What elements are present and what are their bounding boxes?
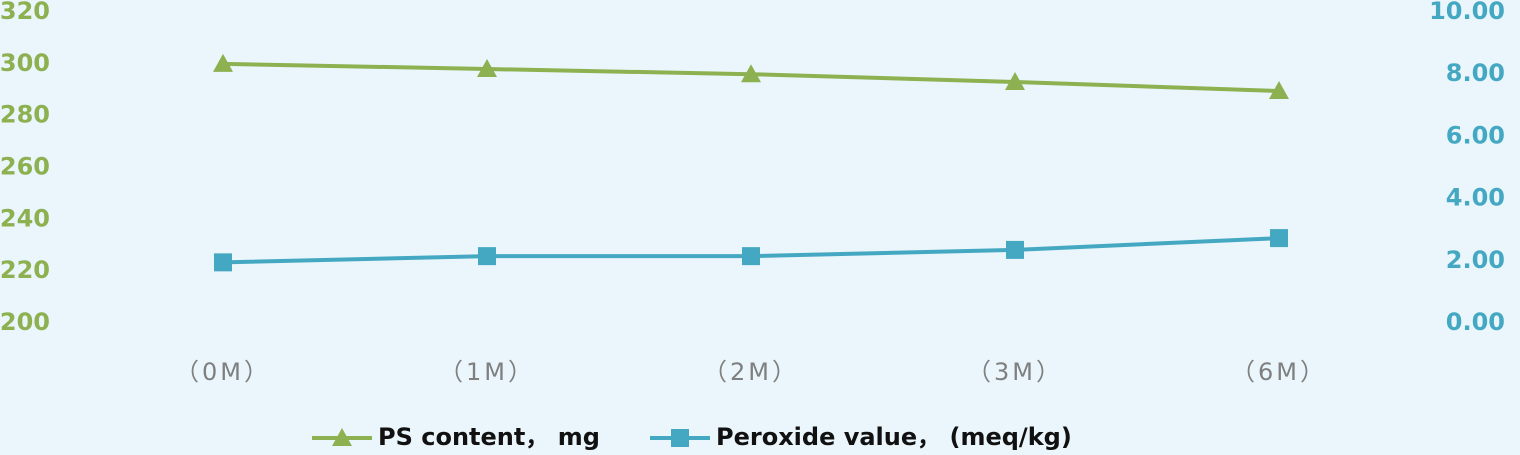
x-tick-label: （6M） (1231, 358, 1327, 386)
point (213, 53, 233, 72)
x-tick-label: （3M） (967, 358, 1063, 386)
point (1269, 81, 1289, 100)
y-tick-label: 320 (0, 0, 50, 25)
y2-tick-label: 10.00 (1429, 0, 1505, 25)
y2-tick-label: 2.00 (1446, 246, 1505, 274)
x-tick-label: （1M） (439, 358, 535, 386)
legend-label: Peroxide value， (meq/kg) (716, 423, 1072, 451)
y2-tick-label: 0.00 (1446, 308, 1505, 336)
y2-tick-label: 6.00 (1446, 121, 1505, 149)
y-tick-label: 220 (0, 256, 50, 284)
legend-label: PS content， mg (378, 423, 600, 451)
y-tick-label: 300 (0, 49, 50, 77)
point (478, 247, 496, 266)
point (1005, 71, 1025, 90)
legend-marker (671, 429, 689, 447)
y2-tick-label: 4.00 (1446, 184, 1505, 212)
y-tick-label: 260 (0, 153, 50, 181)
y-tick-label: 200 (0, 308, 50, 336)
x-tick-label: （0M） (175, 358, 271, 386)
point (1270, 229, 1288, 248)
y2-tick-label: 8.00 (1446, 59, 1505, 87)
point (741, 64, 761, 83)
point (214, 253, 232, 272)
y-tick-label: 280 (0, 101, 50, 129)
point (1006, 240, 1024, 259)
y-tick-label: 240 (0, 204, 50, 232)
x-tick-label: （2M） (703, 358, 799, 386)
point (742, 247, 760, 266)
point (477, 59, 497, 78)
legend-marker (332, 428, 352, 446)
